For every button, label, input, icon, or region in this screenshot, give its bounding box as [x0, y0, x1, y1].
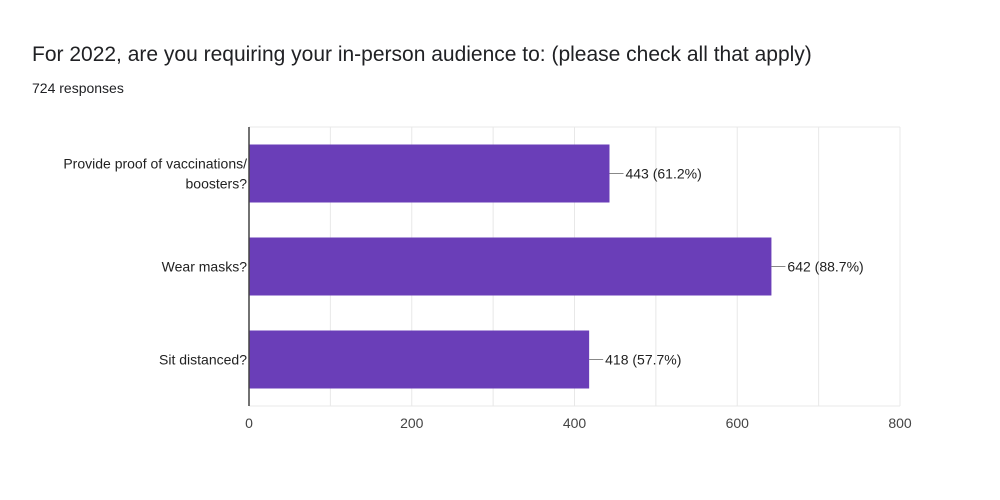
data-label: 642 (88.7%): [787, 259, 863, 275]
bar-3: [249, 330, 590, 389]
category-label: Sit distanced?: [159, 352, 247, 368]
x-tick-label: 600: [726, 415, 750, 431]
category-label: Wear masks?: [162, 259, 248, 275]
x-tick-label: 800: [888, 415, 912, 431]
category-label: boosters?: [186, 176, 248, 192]
x-tick-label: 0: [245, 415, 253, 431]
bar-1: [249, 144, 610, 203]
x-tick-label: 400: [563, 415, 587, 431]
data-label: 443 (61.2%): [625, 166, 701, 182]
category-label: Provide proof of vaccinations/: [63, 156, 247, 172]
data-label: 418 (57.7%): [605, 352, 681, 368]
x-tick-label: 200: [400, 415, 424, 431]
chart-title: For 2022, are you requiring your in-pers…: [32, 43, 812, 66]
response-count: 724 responses: [32, 80, 124, 96]
bar-2: [249, 237, 772, 296]
